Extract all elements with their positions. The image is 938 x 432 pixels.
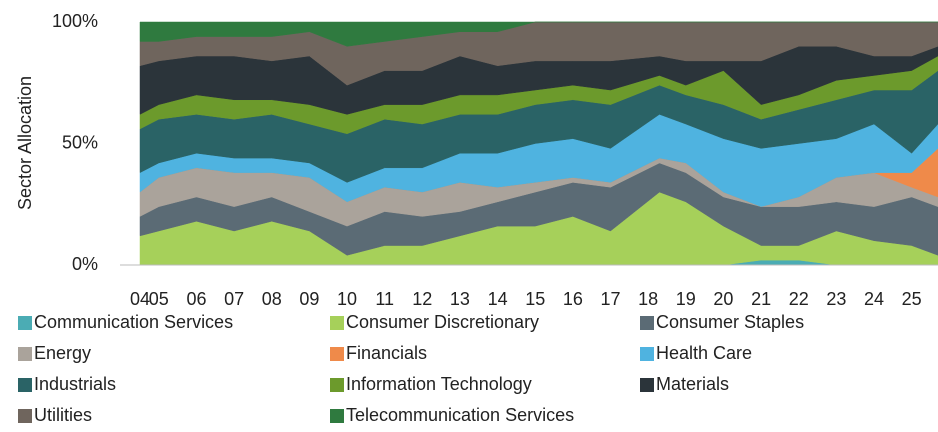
x-tick-label: 24 <box>864 289 884 309</box>
x-tick-label: 14 <box>488 289 508 309</box>
legend-swatch <box>330 378 344 392</box>
legend-swatch <box>18 409 32 423</box>
x-tick-label: 12 <box>412 289 432 309</box>
x-tick-label: 20 <box>713 289 733 309</box>
legend-label: Information Technology <box>346 374 532 394</box>
x-tick-label: 13 <box>450 289 470 309</box>
x-tick-label: 15 <box>525 289 545 309</box>
legend-label: Telecommunication Services <box>346 405 574 425</box>
y-tick-label: 0% <box>72 254 98 274</box>
legend-swatch <box>18 316 32 330</box>
x-tick-label: 25 <box>902 289 922 309</box>
legend-label: Health Care <box>656 343 752 363</box>
x-tick-label: 04 <box>130 289 150 309</box>
x-tick-label: 06 <box>186 289 206 309</box>
x-tick-label: 08 <box>262 289 282 309</box>
x-tick-label: 19 <box>676 289 696 309</box>
legend-label: Industrials <box>34 374 116 394</box>
x-tick-label: 05 <box>149 289 169 309</box>
legend-label: Consumer Staples <box>656 312 804 332</box>
legend-label: Communication Services <box>34 312 233 332</box>
legend-swatch <box>640 316 654 330</box>
legend-label: Energy <box>34 343 91 363</box>
x-tick-label: 11 <box>375 289 394 309</box>
legend-label: Utilities <box>34 405 92 425</box>
legend-label: Consumer Discretionary <box>346 312 539 332</box>
legend-swatch <box>330 316 344 330</box>
y-axis-label: Sector Allocation <box>15 76 35 210</box>
legend-swatch <box>330 347 344 361</box>
legend-label: Materials <box>656 374 729 394</box>
legend-swatch <box>330 409 344 423</box>
y-tick-label: 100% <box>52 11 98 31</box>
legend-swatch <box>18 378 32 392</box>
legend-swatch <box>18 347 32 361</box>
legend-label: Financials <box>346 343 427 363</box>
x-tick-label: 10 <box>337 289 357 309</box>
x-tick-label: 21 <box>751 289 771 309</box>
area <box>139 21 938 47</box>
x-tick-label: 07 <box>224 289 244 309</box>
x-tick-label: 18 <box>638 289 658 309</box>
x-tick-label: 23 <box>826 289 846 309</box>
legend-swatch <box>640 378 654 392</box>
x-tick-label: 22 <box>789 289 809 309</box>
x-tick-label: 16 <box>563 289 583 309</box>
legend-swatch <box>640 347 654 361</box>
x-tick-label: 17 <box>601 289 621 309</box>
y-tick-label: 50% <box>62 132 98 152</box>
x-tick-label: 09 <box>299 289 319 309</box>
